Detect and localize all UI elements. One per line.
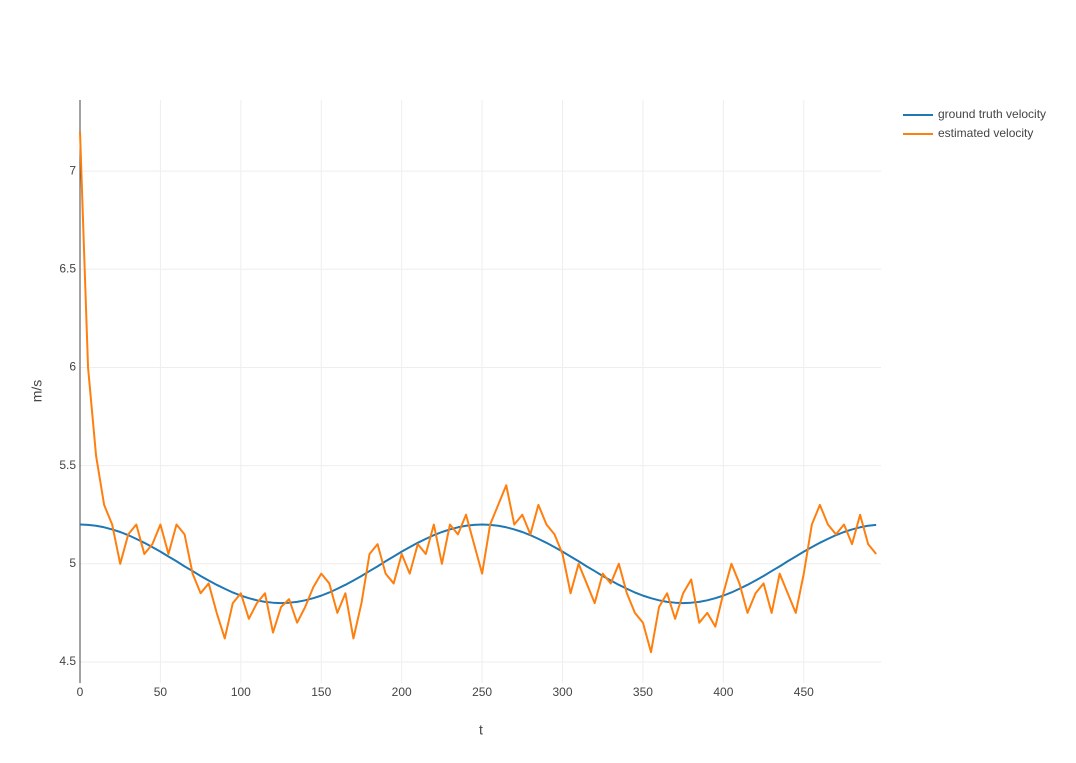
x-tick-label: 150	[311, 685, 331, 699]
x-tick-label: 300	[553, 685, 573, 699]
y-tick-label: 7	[69, 163, 76, 177]
x-tick-label: 100	[231, 685, 251, 699]
line-series	[79, 523, 877, 605]
y-tick-label: 5.5	[59, 458, 76, 472]
legend-label[interactable]: estimated velocity	[938, 126, 1033, 140]
x-tick-label: 50	[154, 685, 168, 699]
x-tick-label: 250	[472, 685, 492, 699]
line-series	[79, 131, 877, 654]
x-tick-label: 0	[77, 685, 84, 699]
y-tick-label: 6.5	[59, 261, 76, 275]
legend-label[interactable]: ground truth velocity	[938, 107, 1046, 121]
y-axis-title: m/s	[29, 380, 45, 403]
y-tick-label: 6	[69, 360, 76, 374]
x-tick-label: 400	[713, 685, 733, 699]
x-tick-label: 450	[794, 685, 814, 699]
x-tick-label: 350	[633, 685, 653, 699]
x-tick-label: 200	[392, 685, 412, 699]
y-tick-label: 5	[69, 556, 76, 570]
y-tick-label: 4.5	[59, 654, 76, 668]
x-axis-title: t	[479, 722, 483, 738]
